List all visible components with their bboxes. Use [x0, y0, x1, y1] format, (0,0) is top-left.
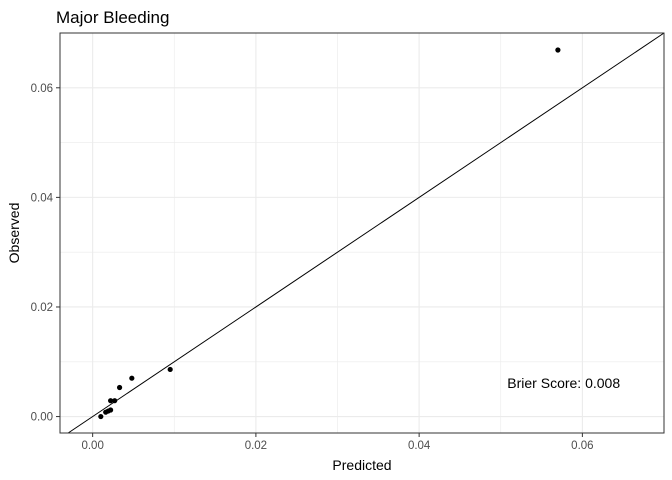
y-tick-label: 0.02 — [31, 302, 53, 314]
x-axis: 0.00 0.02 0.04 0.06 — [81, 433, 594, 452]
x-axis-title: Predicted — [332, 457, 391, 473]
x-tick-label: 0.02 — [245, 440, 267, 452]
y-axis-title: Observed — [6, 203, 22, 264]
y-tick-label: 0.06 — [31, 83, 53, 95]
x-tick-label: 0.04 — [408, 440, 431, 452]
data-point — [116, 384, 123, 391]
data-point — [555, 47, 561, 53]
x-tick-label: 0.00 — [81, 440, 103, 452]
y-axis: 0.00 0.02 0.04 0.06 — [31, 83, 60, 424]
panel-border — [59, 32, 665, 434]
data-point — [112, 398, 118, 404]
data-point — [108, 407, 114, 413]
data-point — [98, 413, 104, 420]
data-points — [98, 47, 561, 420]
brier-score-annotation: Brier Score: 0.008 — [507, 375, 620, 391]
data-point — [108, 398, 114, 404]
x-tick-label: 0.06 — [571, 440, 593, 452]
plot-background — [60, 33, 664, 433]
chart-title: Major Bleeding — [56, 8, 169, 27]
reference-line — [67, 32, 665, 434]
identity-line — [67, 32, 665, 434]
y-tick-label: 0.04 — [31, 192, 54, 204]
data-point — [167, 366, 173, 373]
grid — [60, 33, 664, 433]
y-tick-label: 0.00 — [31, 412, 53, 424]
data-point — [129, 375, 135, 381]
